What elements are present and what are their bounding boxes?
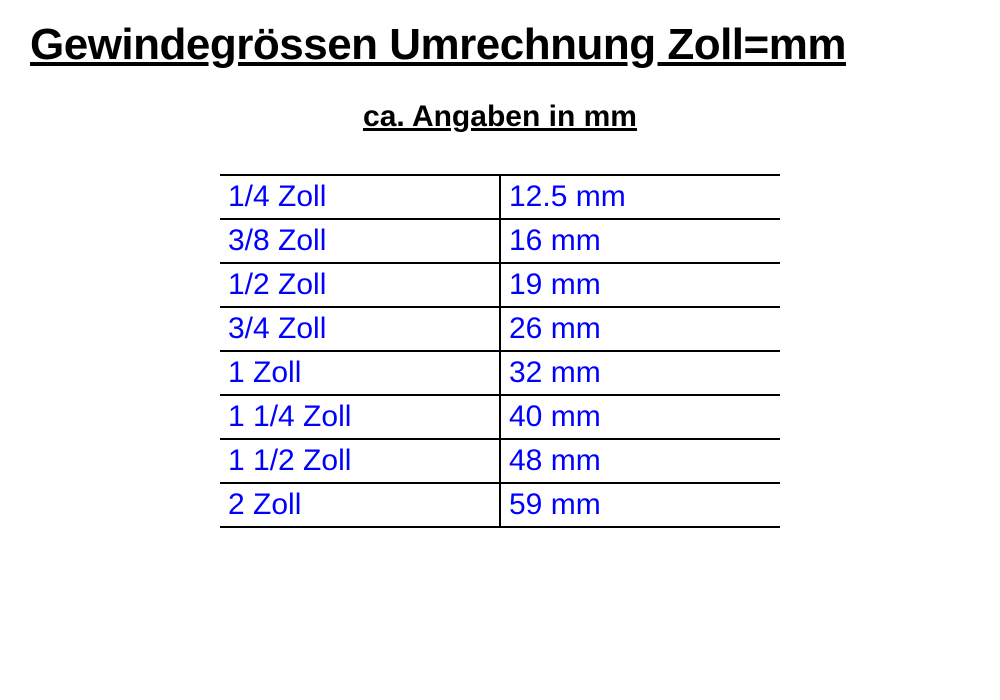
table-row: 2 Zoll 59 mm [220, 483, 780, 527]
table-row: 1 1/4 Zoll 40 mm [220, 395, 780, 439]
table-row: 1 Zoll 32 mm [220, 351, 780, 395]
cell-mm: 16 mm [500, 219, 780, 263]
cell-mm: 32 mm [500, 351, 780, 395]
cell-zoll: 1 1/2 Zoll [220, 439, 500, 483]
cell-zoll: 1 Zoll [220, 351, 500, 395]
cell-mm: 59 mm [500, 483, 780, 527]
conversion-table: 1/4 Zoll 12.5 mm 3/8 Zoll 16 mm 1/2 Zoll… [220, 174, 780, 528]
table-row: 1 1/2 Zoll 48 mm [220, 439, 780, 483]
table-row: 3/4 Zoll 26 mm [220, 307, 780, 351]
table-container: 1/4 Zoll 12.5 mm 3/8 Zoll 16 mm 1/2 Zoll… [30, 174, 970, 528]
cell-mm: 19 mm [500, 263, 780, 307]
cell-zoll: 3/4 Zoll [220, 307, 500, 351]
table-row: 3/8 Zoll 16 mm [220, 219, 780, 263]
cell-mm: 12.5 mm [500, 175, 780, 219]
cell-mm: 48 mm [500, 439, 780, 483]
cell-zoll: 3/8 Zoll [220, 219, 500, 263]
cell-zoll: 1/2 Zoll [220, 263, 500, 307]
cell-zoll: 1/4 Zoll [220, 175, 500, 219]
table-row: 1/4 Zoll 12.5 mm [220, 175, 780, 219]
cell-zoll: 2 Zoll [220, 483, 500, 527]
cell-zoll: 1 1/4 Zoll [220, 395, 500, 439]
cell-mm: 26 mm [500, 307, 780, 351]
table-row: 1/2 Zoll 19 mm [220, 263, 780, 307]
page-title: Gewindegrössen Umrechnung Zoll=mm [30, 20, 970, 70]
cell-mm: 40 mm [500, 395, 780, 439]
page-subtitle: ca. Angaben in mm [30, 100, 970, 134]
